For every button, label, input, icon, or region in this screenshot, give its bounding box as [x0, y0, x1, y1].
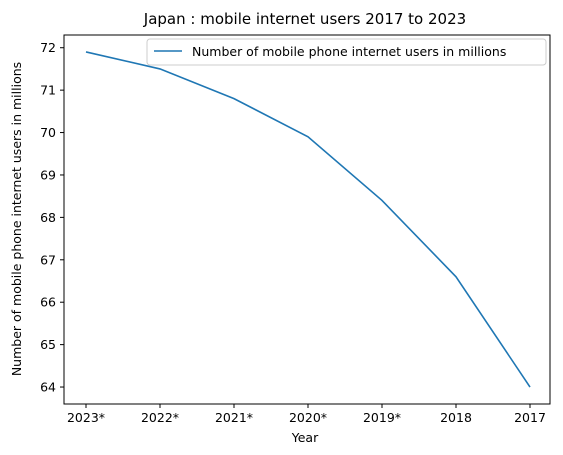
y-tick-label: 68 [40, 210, 56, 225]
y-tick-label: 64 [40, 380, 56, 395]
y-tick-label: 71 [40, 83, 56, 98]
legend-label: Number of mobile phone internet users in… [192, 44, 506, 59]
x-tick-label: 2019* [363, 410, 401, 425]
x-tick-label: 2020* [289, 410, 327, 425]
legend-box [146, 38, 547, 66]
x-tick-label: 2018 [440, 410, 472, 425]
x-tick-label: 2022* [141, 410, 179, 425]
y-tick-label: 66 [40, 295, 56, 310]
legend: Number of mobile phone internet users in… [146, 38, 547, 66]
y-tick-label: 70 [40, 125, 56, 140]
x-tick-label: 2017 [514, 410, 546, 425]
chart-title: Japan : mobile internet users 2017 to 20… [143, 10, 466, 28]
y-tick-label: 72 [40, 40, 56, 55]
x-axis-label: Year [291, 430, 319, 445]
plot-area-frame [63, 34, 551, 405]
x-tick-label: 2021* [215, 410, 253, 425]
y-tick-label: 69 [40, 167, 56, 182]
y-tick-label: 65 [40, 337, 56, 352]
series-line [85, 51, 531, 388]
y-axis-label: Number of mobile phone internet users in… [9, 62, 24, 376]
y-tick-label: 67 [40, 252, 56, 267]
x-axis: 2023* 2022* 2021* 2020* 2019* 2018 2017 [67, 404, 546, 425]
y-axis: 64 65 66 67 68 69 70 71 72 [40, 40, 64, 395]
x-tick-label: 2023* [67, 410, 105, 425]
